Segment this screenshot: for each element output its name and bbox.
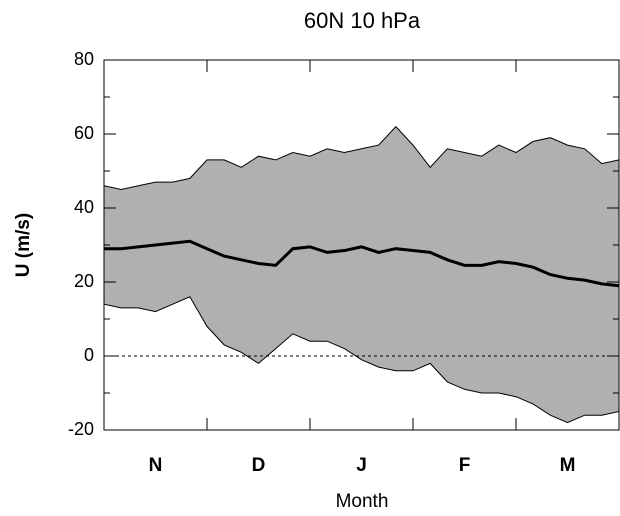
y-tick-label: 20 bbox=[74, 271, 94, 291]
x-axis-label: Month bbox=[336, 491, 389, 512]
month-label: F bbox=[459, 455, 471, 476]
range-band bbox=[103, 125, 620, 424]
y-tick-label: -20 bbox=[68, 419, 94, 439]
month-label: N bbox=[149, 455, 163, 476]
month-label: M bbox=[560, 455, 576, 476]
y-tick-label: 40 bbox=[74, 197, 94, 217]
month-label: D bbox=[252, 455, 266, 476]
mean-line bbox=[104, 239, 620, 288]
month-label: J bbox=[356, 455, 367, 476]
chart-title: 60N 10 hPa bbox=[304, 8, 421, 33]
y-tick-label: 0 bbox=[84, 345, 94, 365]
y-tick-label: 80 bbox=[74, 49, 94, 69]
y-axis-label: U (m/s) bbox=[13, 213, 34, 277]
y-tick-label: 60 bbox=[74, 123, 94, 143]
